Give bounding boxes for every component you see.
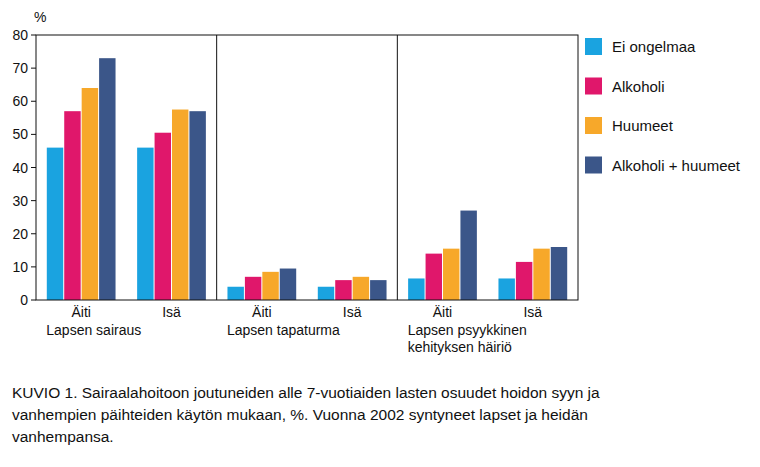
y-tick-label: 0	[20, 292, 28, 308]
x-tick-label: Isä	[523, 304, 542, 320]
bar	[426, 254, 442, 300]
y-tick	[31, 35, 36, 36]
y-tick	[31, 300, 36, 301]
group-label: Lapsen sairaus	[46, 322, 141, 338]
bar	[227, 287, 243, 300]
bar	[172, 110, 188, 300]
y-tick	[31, 200, 36, 201]
y-tick	[31, 167, 36, 168]
bar	[370, 280, 386, 300]
bars	[47, 58, 567, 300]
group-separator	[397, 35, 398, 300]
bar	[498, 278, 514, 300]
bar	[262, 272, 278, 300]
bar	[64, 111, 80, 300]
group-label: Lapsen tapaturma	[227, 322, 340, 338]
plot-frame	[36, 35, 578, 300]
y-tick	[31, 68, 36, 69]
bar	[533, 249, 549, 300]
y-tick	[31, 266, 36, 267]
legend-label: Huumeet	[612, 117, 674, 134]
y-tick	[31, 233, 36, 234]
y-tick-label: 10	[12, 259, 28, 275]
group-label-line: Lapsen psyykkinen	[408, 322, 527, 338]
group-label-line: Lapsen tapaturma	[227, 322, 340, 338]
bar	[189, 111, 205, 300]
y-tick-label: 40	[12, 160, 28, 176]
legend-label: Alkoholi	[612, 78, 665, 95]
bar	[82, 88, 98, 300]
x-tick-label: Isä	[162, 304, 181, 320]
legend-swatch	[585, 38, 602, 55]
chart: %01020304050607080ÄitiIsäÄitiIsäÄitiIsäL…	[0, 0, 760, 380]
group-separator	[216, 35, 217, 300]
y-tick-label: 50	[12, 126, 28, 142]
bar	[460, 211, 476, 300]
bar	[47, 148, 63, 300]
y-axis-label: %	[34, 9, 46, 25]
y-tick-label: 70	[12, 60, 28, 76]
group-label: Lapsen psyykkinenkehityksen häiriö	[408, 322, 527, 355]
legend-swatch	[585, 78, 602, 95]
group-label-line: kehityksen häiriö	[408, 339, 512, 355]
legend-swatch	[585, 157, 602, 174]
y-tick	[31, 101, 36, 102]
group-label-line: Lapsen sairaus	[46, 322, 141, 338]
bar	[443, 249, 459, 300]
y-tick-label: 20	[12, 226, 28, 242]
caption: KUVIO 1. Sairaalahoitoon joutuneiden all…	[12, 382, 682, 448]
x-tick-label: Äiti	[252, 304, 271, 320]
legend-label: Alkoholi + huumeet	[612, 157, 741, 174]
y-tick-label: 80	[12, 27, 28, 43]
bar	[155, 133, 171, 300]
bar	[335, 280, 351, 300]
x-tick-label: Isä	[343, 304, 362, 320]
bar	[516, 262, 532, 300]
legend-swatch	[585, 117, 602, 134]
y-tick	[31, 134, 36, 135]
x-tick-label: Äiti	[71, 304, 90, 320]
legend-label: Ei ongelmaa	[612, 38, 696, 55]
bar	[353, 277, 369, 300]
bar	[318, 287, 334, 300]
y-tick-label: 60	[12, 93, 28, 109]
y-tick-label: 30	[12, 193, 28, 209]
bar	[99, 58, 115, 300]
bar	[137, 148, 153, 300]
bar	[408, 278, 424, 300]
bar	[280, 269, 296, 300]
x-tick-label: Äiti	[433, 304, 452, 320]
bar	[551, 247, 567, 300]
bar	[245, 277, 261, 300]
